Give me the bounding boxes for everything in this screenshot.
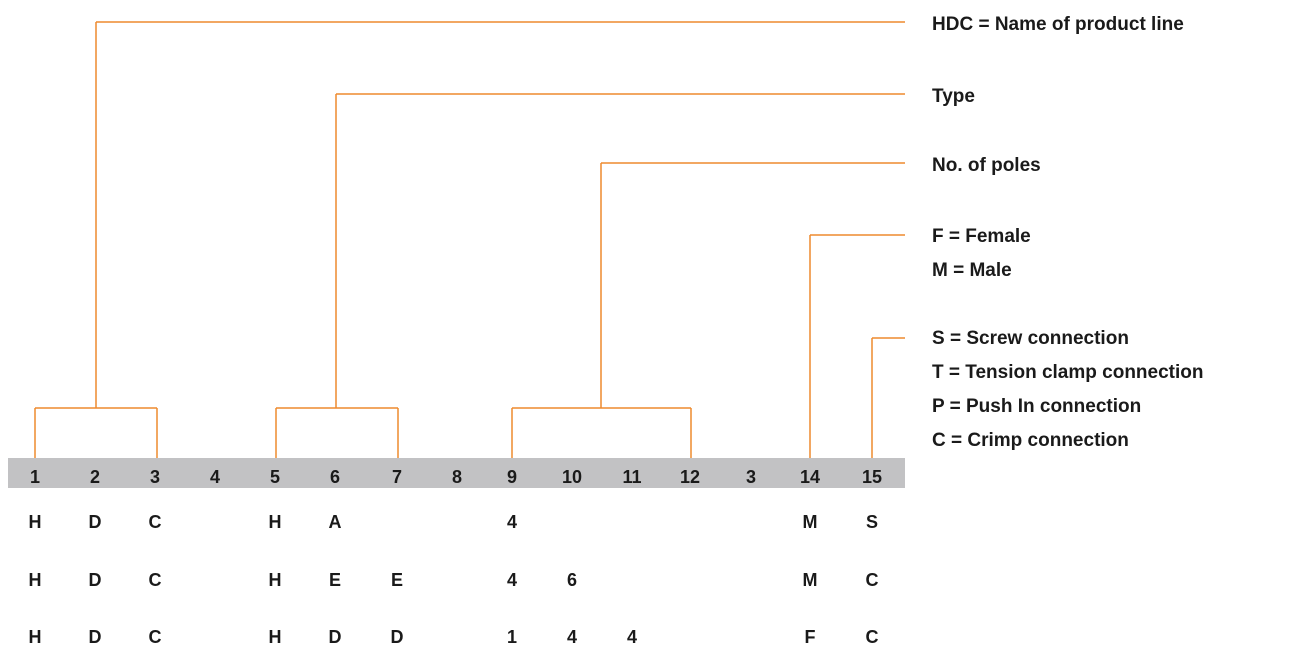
code-cell: E bbox=[329, 570, 341, 590]
position-number: 15 bbox=[862, 467, 882, 487]
position-number: 3 bbox=[150, 467, 160, 487]
code-cell: 4 bbox=[507, 512, 517, 532]
code-cell: C bbox=[149, 627, 162, 647]
code-cell: F bbox=[805, 627, 816, 647]
code-cell: E bbox=[391, 570, 403, 590]
code-cell: D bbox=[391, 627, 404, 647]
example-codes: H D C H A 4 M S H D C H E E 4 6 M C H D C H D D 1 4 4 F C bbox=[29, 512, 879, 647]
position-number: 12 bbox=[680, 467, 700, 487]
position-number: 6 bbox=[330, 467, 340, 487]
code-cell: H bbox=[29, 570, 42, 590]
code-cell: H bbox=[269, 627, 282, 647]
position-header-band bbox=[8, 458, 905, 488]
code-cell: H bbox=[29, 627, 42, 647]
callout-label: F = Female bbox=[932, 226, 1031, 247]
callout-label: M = Male bbox=[932, 260, 1012, 281]
code-cell: 4 bbox=[627, 627, 637, 647]
code-cell: D bbox=[89, 570, 102, 590]
position-number: 4 bbox=[210, 467, 220, 487]
code-cell: H bbox=[269, 512, 282, 532]
code-cell: A bbox=[329, 512, 342, 532]
position-number: 1 bbox=[30, 467, 40, 487]
position-number: 5 bbox=[270, 467, 280, 487]
callout-label: P = Push In connection bbox=[932, 396, 1141, 417]
callout-label: Type bbox=[932, 86, 975, 107]
code-cell: D bbox=[89, 627, 102, 647]
code-cell: C bbox=[866, 627, 879, 647]
position-number: 14 bbox=[800, 467, 820, 487]
callout-label: C = Crimp connection bbox=[932, 430, 1129, 451]
code-cell: D bbox=[329, 627, 342, 647]
code-cell: C bbox=[149, 570, 162, 590]
position-numbers: 1 2 3 4 5 6 7 8 9 10 11 12 3 14 15 bbox=[30, 467, 882, 487]
code-cell: H bbox=[269, 570, 282, 590]
leader-lines bbox=[34, 21, 905, 458]
position-number: 9 bbox=[507, 467, 517, 487]
callout-label: HDC = Name of product line bbox=[932, 14, 1184, 35]
position-number: 10 bbox=[562, 467, 582, 487]
code-cell: H bbox=[29, 512, 42, 532]
code-cell: C bbox=[866, 570, 879, 590]
callout-labels: HDC = Name of product line Type No. of pol… bbox=[932, 14, 1204, 451]
code-cell: M bbox=[803, 570, 818, 590]
code-cell: S bbox=[866, 512, 878, 532]
position-number: 3 bbox=[746, 467, 756, 487]
callout-label: S = Screw connection bbox=[932, 328, 1129, 349]
code-cell: 4 bbox=[507, 570, 517, 590]
callout-label: T = Tension clamp connection bbox=[932, 362, 1204, 383]
position-number: 11 bbox=[622, 467, 641, 487]
position-number: 8 bbox=[452, 467, 462, 487]
position-number: 2 bbox=[90, 467, 100, 487]
code-cell: 4 bbox=[567, 627, 577, 647]
code-cell: D bbox=[89, 512, 102, 532]
code-cell: M bbox=[803, 512, 818, 532]
code-cell: 1 bbox=[507, 627, 517, 647]
code-cell: 6 bbox=[567, 570, 577, 590]
position-number: 7 bbox=[392, 467, 402, 487]
code-cell: C bbox=[149, 512, 162, 532]
callout-label: No. of poles bbox=[932, 155, 1041, 176]
